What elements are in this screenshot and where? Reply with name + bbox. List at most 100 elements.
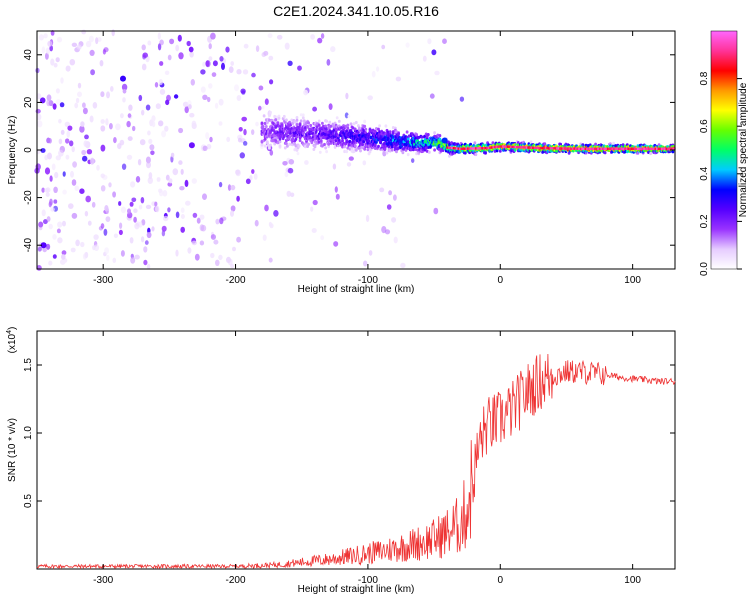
noise-blob xyxy=(175,44,180,52)
noise-blob xyxy=(168,178,173,184)
band-point xyxy=(325,127,328,131)
noise-blob xyxy=(144,240,149,245)
colorbar-tick-label: 0.0 xyxy=(699,262,710,276)
noise-blob xyxy=(40,148,46,153)
bright-spot xyxy=(188,142,195,149)
band-point xyxy=(325,150,328,154)
noise-blob xyxy=(141,63,147,71)
band-point xyxy=(318,127,322,131)
noise-blob xyxy=(395,76,402,82)
noise-blob xyxy=(93,244,100,251)
noise-blob xyxy=(84,134,89,140)
noise-blob xyxy=(138,94,143,102)
band-point xyxy=(391,131,395,135)
noise-blob xyxy=(268,55,274,61)
noise-blob xyxy=(173,94,179,99)
noise-blob xyxy=(130,181,136,188)
band-point xyxy=(397,132,400,136)
band-core-point xyxy=(649,147,652,150)
noise-blob xyxy=(155,205,160,213)
band-point xyxy=(299,113,303,117)
band-point xyxy=(326,130,330,134)
noise-blob xyxy=(134,254,140,260)
noise-blob xyxy=(146,161,151,169)
band-point xyxy=(390,148,394,152)
band-core-point xyxy=(603,147,606,150)
colorbar-ticks: 0.0 0.2 0.4 0.6 0.8 xyxy=(699,71,742,276)
noise-blob xyxy=(35,108,41,114)
bright-spot xyxy=(120,75,126,82)
band-core-point xyxy=(459,147,462,150)
noise-blob xyxy=(48,223,53,230)
noise-blob xyxy=(81,29,87,35)
noise-blob xyxy=(58,138,63,145)
band-core-point xyxy=(514,145,517,149)
noise-blob xyxy=(80,241,85,248)
band-point xyxy=(341,136,344,140)
noise-blob xyxy=(199,214,205,220)
band-core-point xyxy=(630,147,633,150)
noise-blob xyxy=(113,233,118,239)
band-point xyxy=(329,124,333,128)
band-point xyxy=(293,120,297,124)
band-core-point xyxy=(608,147,611,150)
noise-blob xyxy=(333,241,339,247)
noise-blob xyxy=(178,127,184,134)
noise-blob xyxy=(113,137,117,144)
noise-blob xyxy=(139,139,146,146)
x-tick-label: -300 xyxy=(93,275,113,286)
y-tick-label: 20 xyxy=(23,96,34,108)
noise-blob xyxy=(167,207,171,213)
band-point xyxy=(362,140,366,144)
noise-blob xyxy=(158,79,163,86)
band-core-point xyxy=(465,147,468,150)
band-point xyxy=(263,121,267,125)
band-core-point xyxy=(490,146,493,149)
band-point xyxy=(291,137,295,141)
band-core-point xyxy=(516,145,519,149)
noise-blob xyxy=(75,97,80,104)
band-core-point xyxy=(663,147,667,150)
noise-blob xyxy=(161,225,167,232)
band-core-point xyxy=(670,147,673,150)
noise-blob xyxy=(365,214,370,222)
noise-blob xyxy=(165,174,170,181)
noise-blob xyxy=(186,40,191,47)
noise-blob xyxy=(56,36,63,43)
noise-blob xyxy=(362,160,367,166)
noise-blob xyxy=(180,168,184,175)
band-point xyxy=(417,135,421,140)
noise-blob xyxy=(258,105,262,111)
band-point xyxy=(344,124,348,128)
noise-blob xyxy=(232,246,236,252)
band-core-point xyxy=(632,147,635,150)
noise-blob xyxy=(255,45,260,52)
band-core-point xyxy=(486,146,489,150)
y-tick-label: 1.5 xyxy=(23,358,34,372)
noise-blob xyxy=(262,234,267,241)
band-point xyxy=(301,132,305,136)
band-point xyxy=(391,126,395,130)
band-point xyxy=(425,149,429,153)
noise-blob xyxy=(218,181,223,188)
band-core-point xyxy=(554,147,557,150)
colorbar-tick-label: 0.2 xyxy=(699,214,710,228)
band-point xyxy=(263,144,267,148)
band-point xyxy=(407,134,411,138)
band-core-point xyxy=(484,146,487,150)
noise-blob xyxy=(206,143,212,150)
band-point xyxy=(322,124,325,128)
band-core-point xyxy=(548,147,551,150)
noise-blob xyxy=(71,179,77,186)
noise-blob xyxy=(156,177,161,182)
band-point xyxy=(378,124,381,128)
band-point xyxy=(343,149,346,154)
noise-blob xyxy=(79,125,85,133)
noise-blob xyxy=(234,84,239,92)
colorbar-tick-label: 0.8 xyxy=(699,71,710,85)
noise-blob xyxy=(44,188,50,193)
noise-blob xyxy=(379,187,385,193)
noise-blob xyxy=(46,243,51,250)
x-tick-label: 100 xyxy=(624,575,641,586)
noise-blob xyxy=(81,149,87,156)
